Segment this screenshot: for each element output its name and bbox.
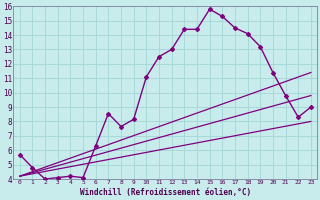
X-axis label: Windchill (Refroidissement éolien,°C): Windchill (Refroidissement éolien,°C) xyxy=(80,188,251,197)
